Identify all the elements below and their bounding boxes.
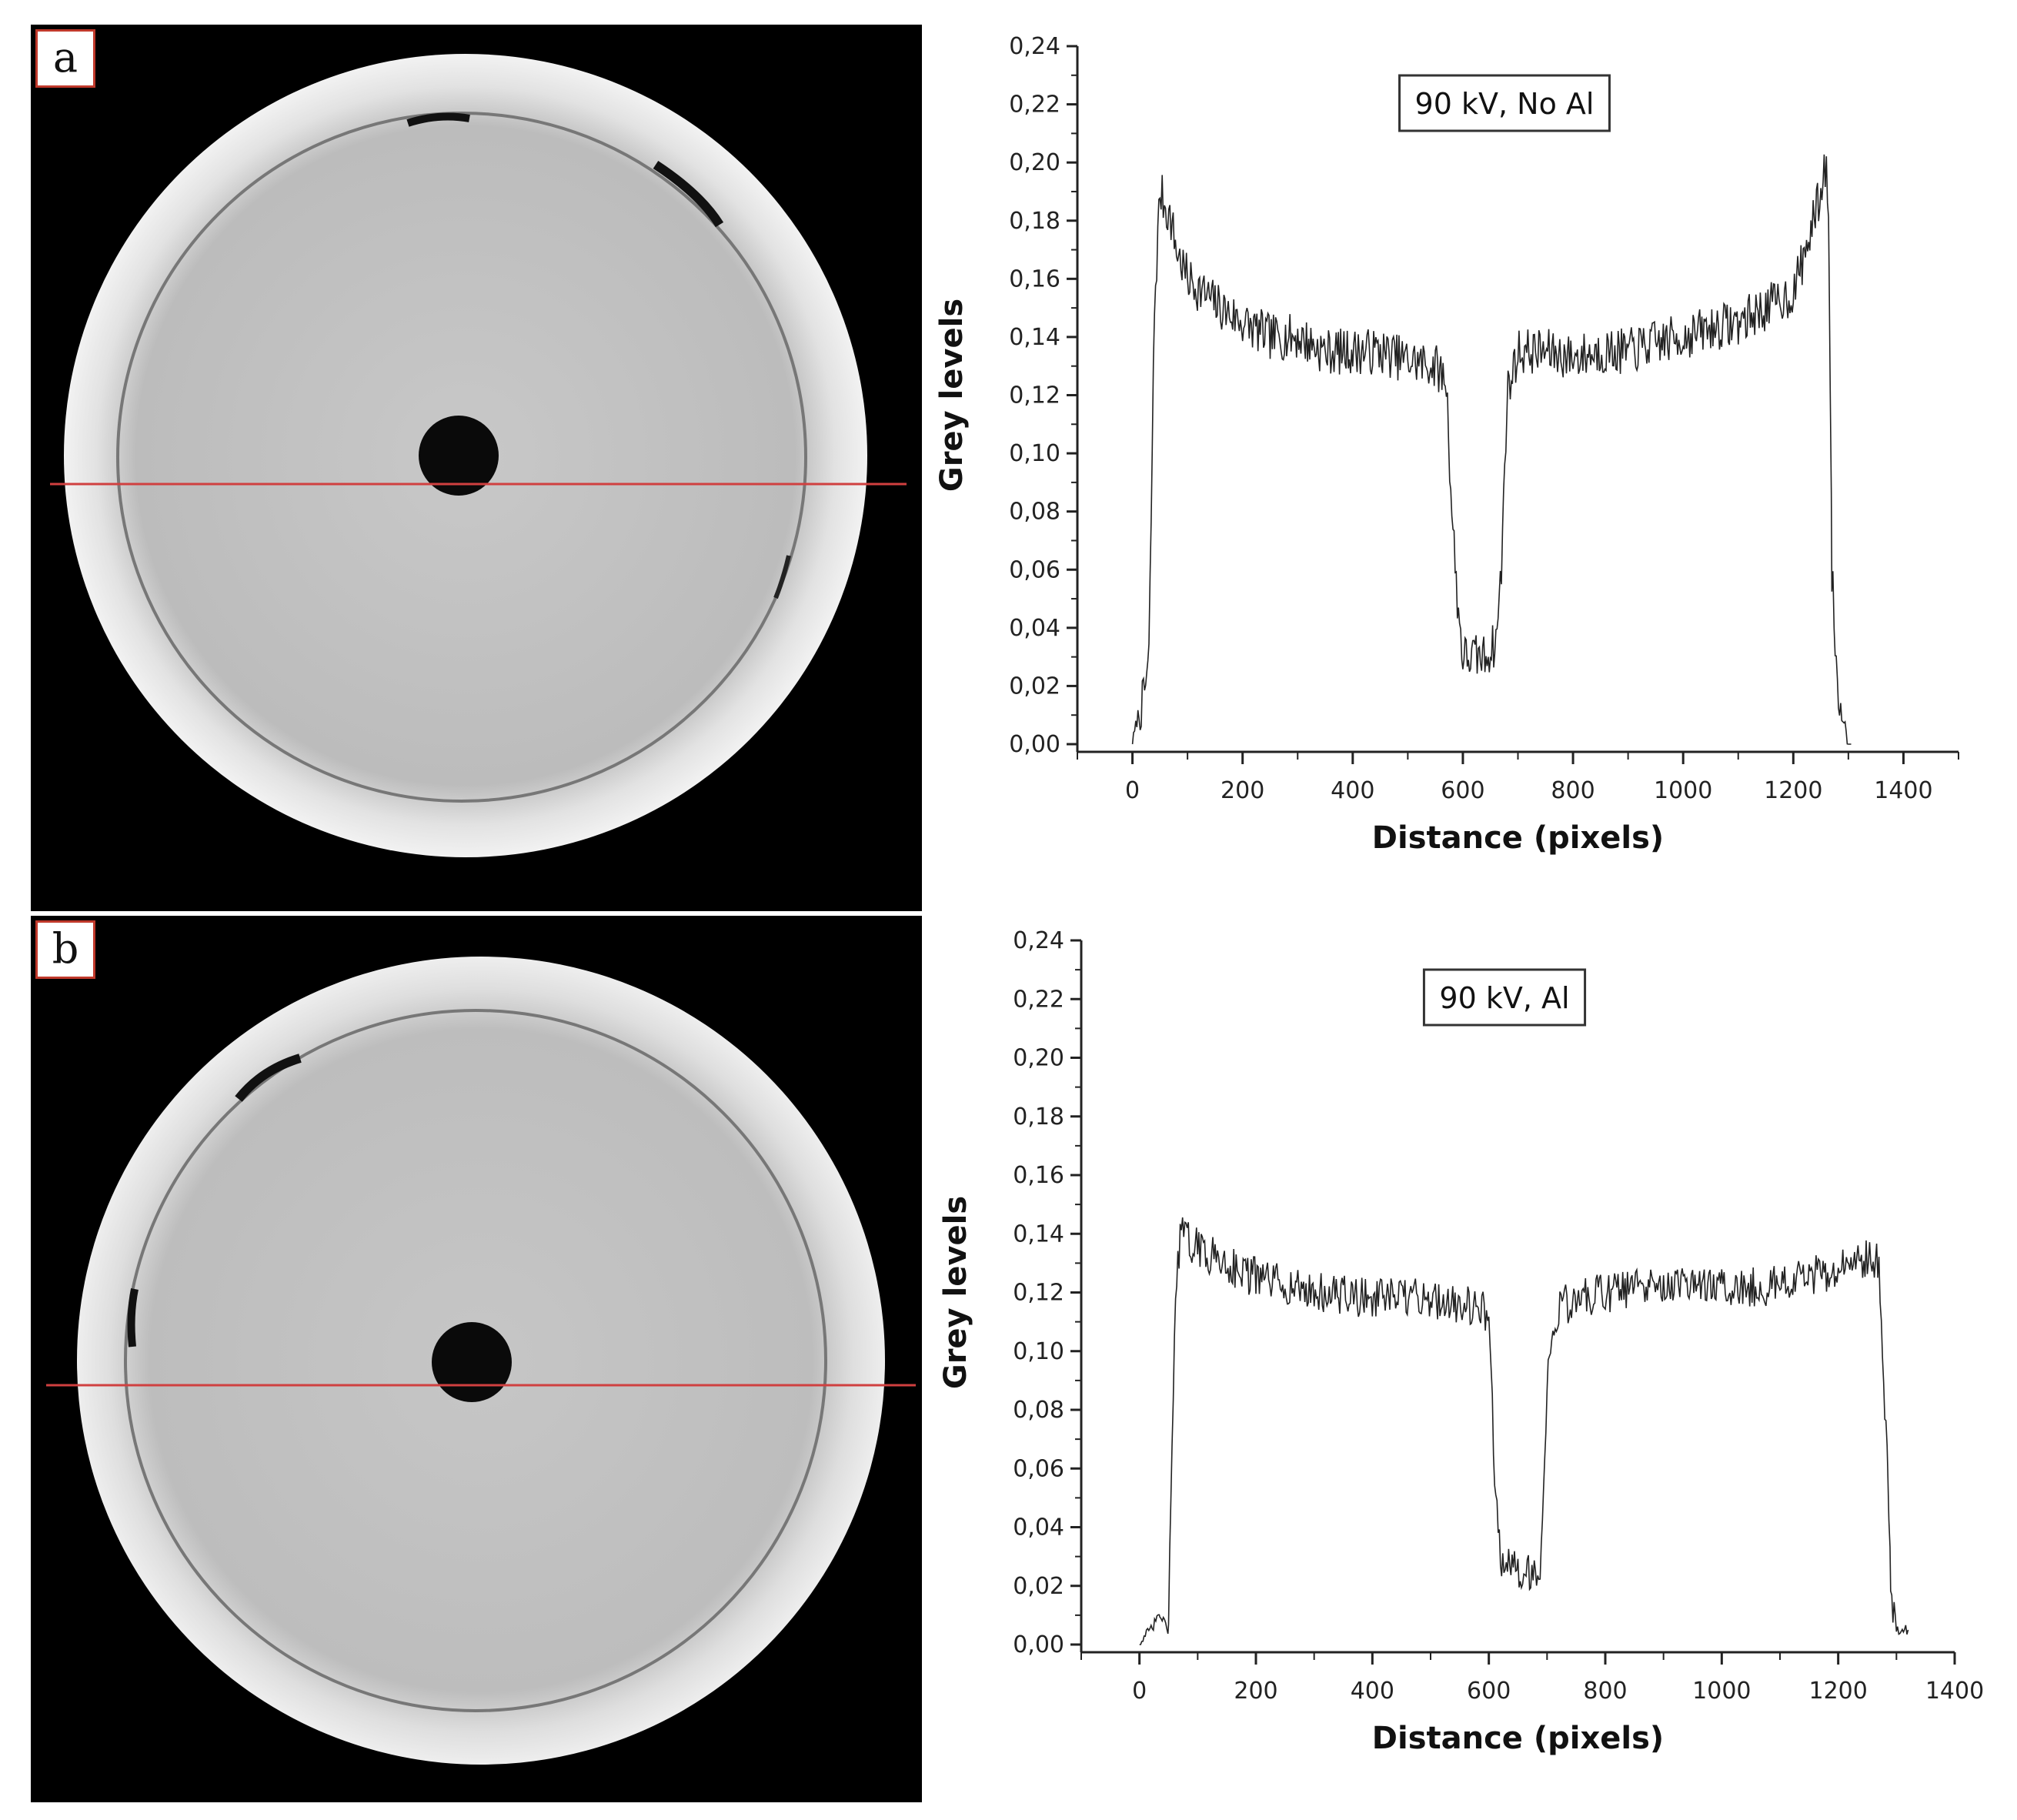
y-tick-label: 0,20 <box>1013 1045 1064 1072</box>
legend: 90 kV, No Al <box>1398 74 1611 132</box>
crack-1 <box>235 1054 302 1102</box>
y-tick-label: 0,02 <box>1009 673 1060 700</box>
profile-chart-b: 0,00 0,02 0,04 0,06 0,08 0,10 0,12 0,14 0,16 0,18… <box>935 916 2005 1808</box>
x-tick-label: 1400 <box>1925 1678 1984 1705</box>
x-tick-label: 600 <box>1467 1678 1511 1705</box>
series-line <box>1139 1217 1909 1645</box>
x-tick-label: 1000 <box>1654 777 1712 804</box>
crack-2 <box>653 160 724 228</box>
x-tick-label: 800 <box>1583 1678 1627 1705</box>
y-tick-label: 0,22 <box>1013 986 1064 1013</box>
x-tick-label: 400 <box>1331 777 1374 804</box>
y-tick-label: 0,20 <box>1009 149 1060 176</box>
legend-label: 90 kV, Al <box>1439 981 1569 1015</box>
profile-chart-a-svg: 0,00 0,02 0,04 0,06 0,08 0,10 0,12 0,14 0,16 0,18… <box>935 33 1959 856</box>
x-tick-label: 0 <box>1125 777 1140 804</box>
y-tick-label: 0,00 <box>1009 731 1060 758</box>
y-tick-label: 0,24 <box>1009 33 1060 60</box>
y-tick-label: 0,10 <box>1009 440 1060 467</box>
y-tick-label: 0,18 <box>1013 1104 1064 1130</box>
x-tick-label: 1200 <box>1764 777 1822 804</box>
legend-label: 90 kV, No Al <box>1415 87 1595 121</box>
panel-label-b: b <box>35 920 95 979</box>
y-tick-label: 0,00 <box>1013 1631 1064 1658</box>
legend-box <box>1398 74 1611 132</box>
y-tick-label: 0,06 <box>1013 1455 1064 1482</box>
ct-slice-b: b <box>31 916 922 1802</box>
crack-3 <box>773 555 791 599</box>
y-tick-label: 0,08 <box>1013 1397 1064 1424</box>
y-tick-label: 0,14 <box>1013 1221 1064 1247</box>
ct-slice-a-image <box>50 54 907 857</box>
x-tick-label: 200 <box>1221 777 1264 804</box>
y-tick-label: 0,24 <box>1013 927 1064 954</box>
y-tick-label: 0,22 <box>1009 92 1060 119</box>
y-tick-label: 0,02 <box>1013 1573 1064 1600</box>
inner-ring <box>124 1009 827 1712</box>
y-tick-label: 0,08 <box>1009 499 1060 526</box>
y-tick-label: 0,04 <box>1013 1514 1064 1541</box>
x-tick-label: 600 <box>1441 777 1484 804</box>
x-tick-label: 1200 <box>1808 1678 1867 1705</box>
y-tick-label: 0,04 <box>1009 615 1060 642</box>
y-tick-label: 0,10 <box>1013 1338 1064 1365</box>
x-axis-title: Distance (pixels) <box>1372 1721 1664 1756</box>
y-tick-label: 0,12 <box>1009 382 1060 409</box>
x-axis-title: Distance (pixels) <box>1372 820 1664 856</box>
legend-box <box>1422 968 1587 1027</box>
x-tick-label: 1400 <box>1874 777 1932 804</box>
central-hole <box>419 416 499 496</box>
inner-ring <box>116 112 807 803</box>
y-tick-label: 0,06 <box>1009 556 1060 583</box>
panel-label-a: a <box>35 29 95 88</box>
crack-1 <box>406 112 470 127</box>
ct-slice-b-image <box>46 957 916 1765</box>
ct-slice-a: a <box>31 25 922 911</box>
x-tick-label: 400 <box>1351 1678 1394 1705</box>
profile-chart-b-svg: 0,00 0,02 0,04 0,06 0,08 0,10 0,12 0,14 0,16 0,18… <box>938 927 1984 1756</box>
central-hole <box>432 1322 512 1402</box>
y-tick-label: 0,16 <box>1009 265 1060 292</box>
series-line <box>1131 154 1852 745</box>
x-tick-label: 1000 <box>1692 1678 1751 1705</box>
y-tick-label: 0,16 <box>1013 1162 1064 1189</box>
y-tick-label: 0,18 <box>1009 208 1060 235</box>
y-tick-label: 0,14 <box>1009 324 1060 351</box>
legend: 90 kV, Al <box>1422 968 1587 1027</box>
crack-2 <box>127 1288 139 1347</box>
profile-chart-a: 0,00 0,02 0,04 0,06 0,08 0,10 0,12 0,14 0,16 0,18… <box>935 25 2005 917</box>
y-axis-title: Grey levels <box>938 1196 973 1389</box>
x-tick-label: 200 <box>1234 1678 1277 1705</box>
y-tick-label: 0,12 <box>1013 1280 1064 1307</box>
x-tick-label: 800 <box>1551 777 1595 804</box>
y-axis-title: Grey levels <box>935 299 970 492</box>
x-tick-label: 0 <box>1132 1678 1147 1705</box>
